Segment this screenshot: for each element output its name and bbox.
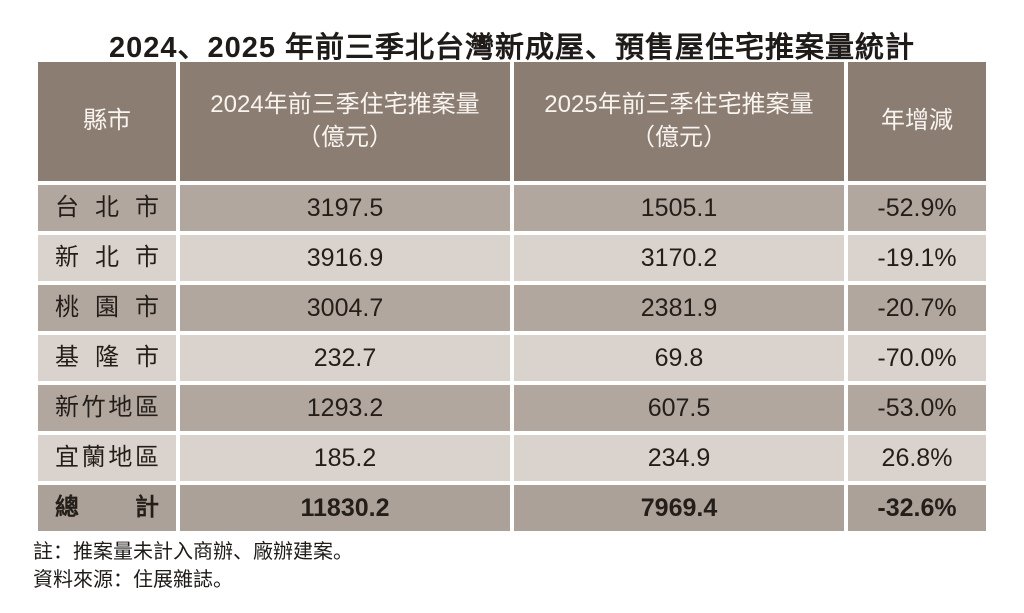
table-row-region: 新北市 — [38, 235, 176, 281]
footnote-source: 資料來源：住展雜誌。 — [33, 569, 233, 591]
table-row-region: 宜蘭地區 — [38, 435, 176, 481]
table-cell-2024: 185.2 — [180, 435, 510, 481]
table-cell-yoy: -53.0% — [848, 385, 986, 431]
total-row-label: 總計 — [38, 485, 176, 531]
table-cell-yoy: 26.8% — [848, 435, 986, 481]
table-cell-2025: 1505.1 — [514, 185, 844, 231]
column-header-2025: 2025年前三季住宅推案量 （億元） — [514, 62, 844, 181]
table-cell-yoy: -70.0% — [848, 335, 986, 381]
table-cell-yoy: -20.7% — [848, 285, 986, 331]
table-cell-yoy: -52.9% — [848, 185, 986, 231]
total-cell-2024: 11830.2 — [180, 485, 510, 531]
table-cell-2025: 234.9 — [514, 435, 844, 481]
footnote-disclaimer: 註：推案量未計入商辦、廠辦建案。 — [33, 541, 353, 563]
table-cell-2025: 3170.2 — [514, 235, 844, 281]
table-cell-yoy: -19.1% — [848, 235, 986, 281]
table-cell-2024: 3197.5 — [180, 185, 510, 231]
column-header-2024: 2024年前三季住宅推案量 （億元） — [180, 62, 510, 181]
column-header-region: 縣市 — [38, 62, 176, 181]
housing-stats-table: 縣市 2024年前三季住宅推案量 （億元） 2025年前三季住宅推案量 （億元）… — [38, 62, 986, 531]
column-header-yoy: 年增減 — [848, 62, 986, 181]
table-row-region: 基隆市 — [38, 335, 176, 381]
table-row-region: 新竹地區 — [38, 385, 176, 431]
table-cell-2024: 3004.7 — [180, 285, 510, 331]
table-cell-2024: 232.7 — [180, 335, 510, 381]
table-row-region: 桃園市 — [38, 285, 176, 331]
footnotes: 註：推案量未計入商辦、廠辦建案。 資料來源：住展雜誌。 — [33, 538, 353, 594]
table-cell-2024: 3916.9 — [180, 235, 510, 281]
table-cell-2024: 1293.2 — [180, 385, 510, 431]
page-title: 2024、2025 年前三季北台灣新成屋、預售屋住宅推案量統計 — [108, 32, 916, 64]
table-cell-2025: 69.8 — [514, 335, 844, 381]
table-row-region: 台北市 — [38, 185, 176, 231]
total-cell-yoy: -32.6% — [848, 485, 986, 531]
total-cell-2025: 7969.4 — [514, 485, 844, 531]
table-cell-2025: 607.5 — [514, 385, 844, 431]
table-cell-2025: 2381.9 — [514, 285, 844, 331]
